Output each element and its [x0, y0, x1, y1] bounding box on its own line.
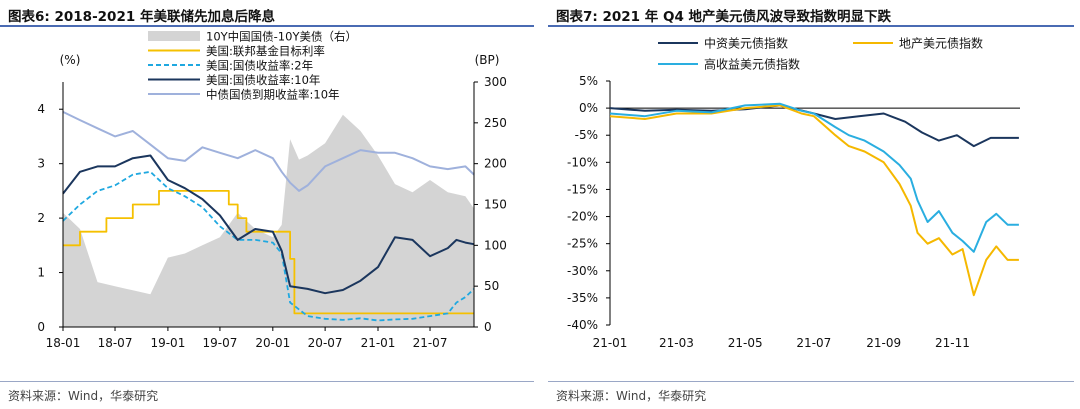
line-series-0 [609, 104, 1019, 148]
x-tick-label: 21-05 [728, 336, 763, 350]
y-tick-label: 0% [579, 101, 598, 115]
legend-label: 10Y中国国债-10Y美债（右） [206, 30, 357, 44]
x-tick-label: 18-01 [46, 336, 81, 350]
legend-label: 中债国债到期收益率:10年 [206, 88, 340, 102]
line-series-2 [62, 170, 475, 322]
legend-label: 中资美元债指数 [704, 36, 788, 51]
left-chart-panel: 图表6: 2018-2021 年美联储先加息后降息 0 1 2 3 4 0 50 100 150… [0, 9, 534, 403]
right-chart-panel: 图表7: 2021 年 Q4 地产美元债风波导致指数明显下跌 5% 0% -5% -1… [548, 0, 1080, 409]
x-tick-label: 18-07 [98, 336, 133, 350]
x-tick-label: 21-01 [593, 336, 628, 350]
x-tick-label: 19-01 [150, 336, 185, 350]
source-rule [548, 381, 1074, 382]
x-tick-label: 20-07 [308, 336, 343, 350]
legend-label: 美国:国债收益率:10年 [206, 73, 320, 87]
x-tick-label: 21-11 [935, 336, 970, 350]
y2-tick-label: 150 [484, 198, 507, 212]
y-tick-label: 0 [37, 320, 45, 334]
chart-title: 图表7: 2021 年 Q4 地产美元债风波导致指数明显下跌 [556, 9, 892, 25]
source-rule [0, 381, 534, 382]
line-series-1 [609, 104, 1019, 297]
x-tick-label: 20-01 [255, 336, 290, 350]
y-tick-label: -25% [567, 237, 598, 251]
x-tick-label: 19-07 [202, 336, 237, 350]
y-tick-label: -10% [567, 155, 598, 169]
line-series-1 [63, 190, 474, 315]
y2-tick-label: 50 [484, 279, 499, 293]
y2-tick-label: 300 [484, 75, 507, 89]
y2-tick-label: 100 [484, 238, 507, 252]
y2-tick-label: 200 [484, 157, 507, 171]
y-tick-label: 5% [579, 74, 598, 88]
y-unit-right: (BP) [475, 53, 500, 67]
legend-swatch [148, 31, 200, 41]
y-tick-label: -20% [567, 210, 598, 224]
x-tick-label: 21-01 [361, 336, 396, 350]
y-tick-label: -5% [575, 128, 598, 142]
x-tick-label: 21-07 [796, 336, 831, 350]
legend-label: 高收益美元债指数 [704, 57, 800, 72]
area-series-spread [63, 114, 474, 327]
y2-tick-label: 0 [484, 320, 492, 334]
y-tick-label: 4 [37, 102, 45, 116]
x-tick-label: 21-07 [413, 336, 448, 350]
legend-label: 地产美元债指数 [899, 36, 983, 51]
source-note: 资料来源：Wind，华泰研究 [556, 389, 707, 403]
y-tick-label: -35% [567, 291, 598, 305]
source-note: 资料来源：Wind，华泰研究 [8, 389, 159, 403]
y-unit-left: (%) [60, 53, 81, 67]
title-rule [0, 25, 534, 27]
line-series-2 [609, 102, 1019, 253]
x-tick-label: 21-09 [866, 336, 901, 350]
x-tick-label: 21-03 [659, 336, 694, 350]
y-tick-label: -30% [567, 264, 598, 278]
y-tick-label: 2 [37, 211, 45, 225]
chart-title: 图表6: 2018-2021 年美联储先加息后降息 [8, 9, 275, 25]
y-tick-label: -15% [567, 182, 598, 196]
y-tick-label: 3 [37, 157, 45, 171]
y2-tick-label: 250 [484, 116, 507, 130]
chart-canvas: 5% 0% -5% -10% -15% -20% -25% -30% -35% -40% 21-01… [567, 36, 1020, 350]
title-rule [548, 25, 1074, 27]
line-series-4 [62, 110, 475, 192]
legend-label: 美国:联邦基金目标利率 [206, 44, 325, 58]
chart-canvas: 0 1 2 3 4 0 50 100 150 200 250 300 18-01 18-07 19-01 19… [37, 30, 507, 351]
legend-label: 美国:国债收益率:2年 [206, 59, 313, 73]
y-tick-label: -40% [567, 318, 598, 332]
y-tick-label: 1 [37, 266, 45, 280]
line-series-3 [62, 154, 475, 295]
